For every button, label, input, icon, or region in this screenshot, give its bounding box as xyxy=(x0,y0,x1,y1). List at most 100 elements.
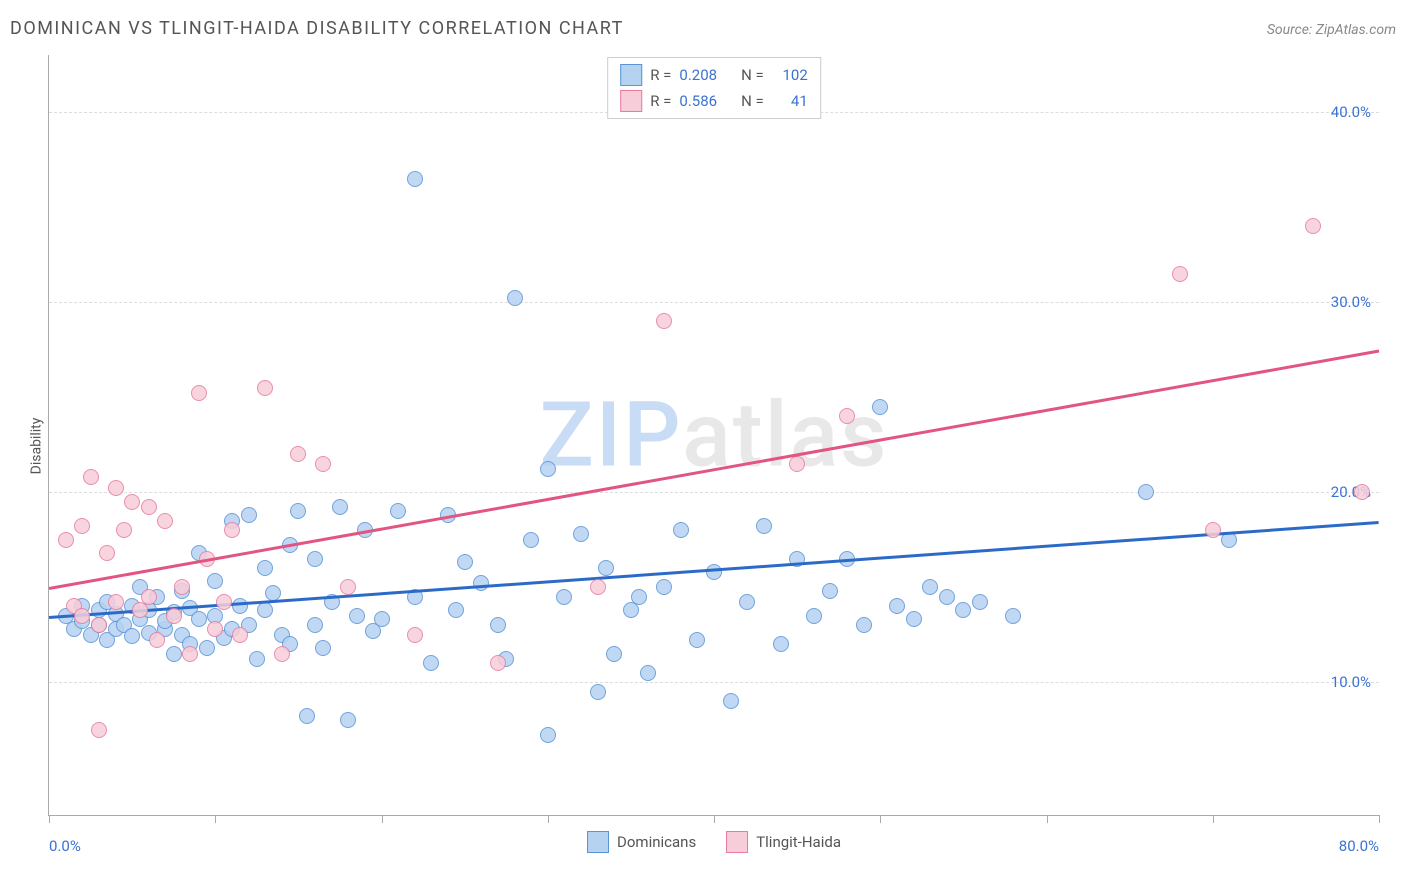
series-name: Dominicans xyxy=(617,833,696,851)
data-point xyxy=(473,575,489,591)
x-tick xyxy=(1379,815,1380,823)
data-point xyxy=(307,617,323,633)
data-point xyxy=(182,646,198,662)
chart-title: DOMINICAN VS TLINGIT-HAIDA DISABILITY CO… xyxy=(10,18,624,39)
data-point xyxy=(232,627,248,643)
x-tick xyxy=(1047,815,1048,823)
legend-n-label: N = xyxy=(737,92,763,110)
data-point xyxy=(839,408,855,424)
data-point xyxy=(640,665,656,681)
x-tick xyxy=(548,815,549,823)
x-tick-label: 80.0% xyxy=(1339,837,1379,855)
data-point xyxy=(631,589,647,605)
data-point xyxy=(124,628,140,644)
data-point xyxy=(448,602,464,618)
trend-line xyxy=(49,350,1379,590)
data-point xyxy=(257,560,273,576)
data-point xyxy=(507,290,523,306)
data-point xyxy=(390,503,406,519)
data-point xyxy=(340,712,356,728)
data-point xyxy=(340,579,356,595)
data-point xyxy=(1354,484,1370,500)
legend-n-value: 41 xyxy=(772,92,808,110)
data-point xyxy=(141,589,157,605)
data-point xyxy=(540,461,556,477)
data-point xyxy=(806,608,822,624)
y-axis-label: Disability xyxy=(28,418,44,475)
data-point xyxy=(166,646,182,662)
chart-source: Source: ZipAtlas.com xyxy=(1267,22,1396,38)
data-point xyxy=(523,532,539,548)
data-point xyxy=(141,499,157,515)
data-point xyxy=(99,545,115,561)
data-point xyxy=(315,640,331,656)
data-point xyxy=(739,594,755,610)
legend-n-value: 102 xyxy=(772,66,808,84)
data-point xyxy=(457,554,473,570)
data-point xyxy=(972,594,988,610)
watermark-atlas: atlas xyxy=(682,383,888,488)
legend-row: R = 0.208 N = 102 xyxy=(620,62,808,88)
data-point xyxy=(157,513,173,529)
data-point xyxy=(906,611,922,627)
data-point xyxy=(257,380,273,396)
series-legend: DominicansTlingit-Haida xyxy=(587,831,841,853)
data-point xyxy=(290,503,306,519)
data-point xyxy=(955,602,971,618)
data-point xyxy=(58,532,74,548)
gridline xyxy=(49,682,1379,683)
data-point xyxy=(540,727,556,743)
data-point xyxy=(191,385,207,401)
data-point xyxy=(116,522,132,538)
plot-area: ZIPatlas R = 0.208 N = 102R = 0.586 N = … xyxy=(48,55,1379,816)
data-point xyxy=(723,693,739,709)
x-tick xyxy=(1213,815,1214,823)
data-point xyxy=(307,551,323,567)
data-point xyxy=(1005,608,1021,624)
y-tick-label: 40.0% xyxy=(1331,103,1371,121)
data-point xyxy=(490,617,506,633)
correlation-legend: R = 0.208 N = 102R = 0.586 N = 41 xyxy=(607,57,821,119)
data-point xyxy=(108,480,124,496)
data-point xyxy=(573,526,589,542)
data-point xyxy=(299,708,315,724)
data-point xyxy=(490,655,506,671)
gridline xyxy=(49,302,1379,303)
data-point xyxy=(1138,484,1154,500)
data-point xyxy=(590,579,606,595)
data-point xyxy=(423,655,439,671)
data-point xyxy=(274,646,290,662)
x-tick xyxy=(382,815,383,823)
data-point xyxy=(656,579,672,595)
data-point xyxy=(83,469,99,485)
legend-row: R = 0.586 N = 41 xyxy=(620,88,808,114)
data-point xyxy=(124,494,140,510)
legend-swatch xyxy=(620,90,642,112)
data-point xyxy=(606,646,622,662)
legend-r-value: 0.586 xyxy=(679,92,729,110)
legend-swatch xyxy=(726,831,748,853)
data-point xyxy=(673,522,689,538)
data-point xyxy=(889,598,905,614)
x-tick xyxy=(714,815,715,823)
data-point xyxy=(598,560,614,576)
data-point xyxy=(232,598,248,614)
data-point xyxy=(556,589,572,605)
data-point xyxy=(166,608,182,624)
data-point xyxy=(773,636,789,652)
data-point xyxy=(207,621,223,637)
data-point xyxy=(922,579,938,595)
data-point xyxy=(789,456,805,472)
watermark: ZIPatlas xyxy=(540,383,889,488)
data-point xyxy=(249,651,265,667)
data-point xyxy=(191,611,207,627)
x-tick xyxy=(880,815,881,823)
data-point xyxy=(108,594,124,610)
gridline xyxy=(49,492,1379,493)
data-point xyxy=(407,171,423,187)
legend-n-label: N = xyxy=(737,66,763,84)
legend-swatch xyxy=(620,64,642,86)
data-point xyxy=(856,617,872,633)
data-point xyxy=(349,608,365,624)
data-point xyxy=(290,446,306,462)
